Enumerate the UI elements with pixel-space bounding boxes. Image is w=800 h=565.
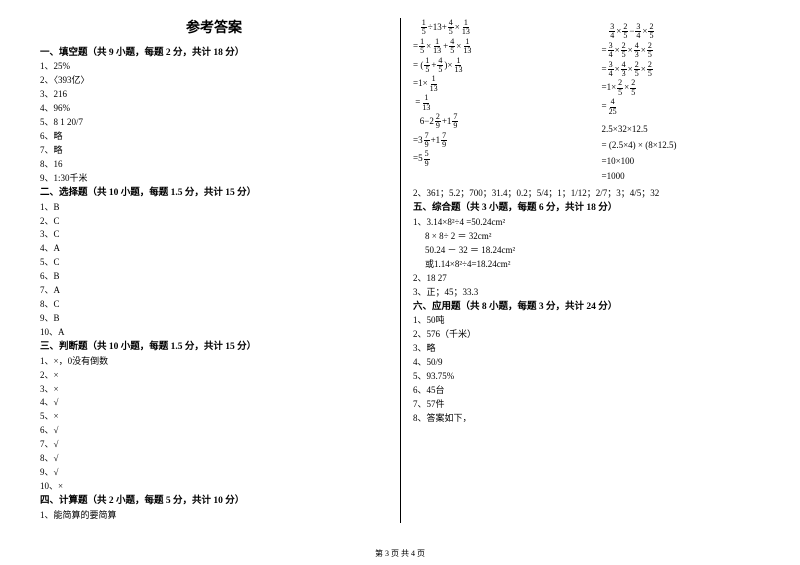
ans-5-1d: 或1.14×8²÷4=18.24cm² [413,258,760,272]
ans-2-4: 4、A [40,242,388,256]
ans-5-1: 1、3.14×8²÷4 =50.24cm² [413,216,760,230]
ans-3-2: 2、× [40,369,388,383]
eq-2d: =1000 [602,169,761,184]
ans-3-1: 1、×，0没有倒数 [40,355,388,369]
page-title: 参考答案 [40,18,388,40]
ans-1-6: 6、略 [40,130,388,144]
math-expr-2: 34×25−34×25 =34×25×43×25 =34×43×25×25 =1… [602,18,761,185]
eq-2b: = (2.5×4) × (8×12.5) [602,138,761,153]
eq-2c: =10×100 [602,154,761,169]
math-row-1: 15÷13+45×113 =15×113+45×113 = (15+45)×11… [413,18,760,185]
ans-4-1: 1、能简算的要简算 [40,509,388,523]
ans-2-8: 8、C [40,298,388,312]
ans-1-9: 9、1:30千米 [40,172,388,186]
page-footer: 第 3 页 共 4 页 [0,548,800,559]
math-expr-1: 15÷13+45×113 =15×113+45×113 = (15+45)×11… [413,18,572,185]
left-column: 参考答案 一、填空题（共 9 小题，每题 2 分，共计 18 分） 1、25% … [40,18,400,523]
ans-2-2: 2、C [40,215,388,229]
ans-1-5: 5、8 1 20/7 [40,116,388,130]
section-6: 六、应用题（共 8 小题，每题 3 分，共计 24 分） [413,300,760,315]
eq-2a: 2.5×32×12.5 [602,122,761,137]
ans-3-10: 10、× [40,480,388,494]
ans-6-6: 6、45台 [413,384,760,398]
ans-1-7: 7、略 [40,144,388,158]
section-2: 二、选择题（共 10 小题，每题 1.5 分，共计 15 分） [40,186,388,201]
ans-6-3: 3、略 [413,342,760,356]
ans-2-1: 1、B [40,201,388,215]
ans-6-4: 4、50/9 [413,356,760,370]
ans-6-1: 1、50吨 [413,314,760,328]
ans-2-3: 3、C [40,228,388,242]
ans-3-3: 3、× [40,383,388,397]
ans-5-1c: 50.24 － 32 ＝ 18.24cm² [413,244,760,258]
right-column: 15÷13+45×113 =15×113+45×113 = (15+45)×11… [400,18,760,523]
ans-3-5: 5、× [40,410,388,424]
ans-1-4: 4、96% [40,102,388,116]
ans-2-6: 6、B [40,270,388,284]
section-5: 五、综合题（共 3 小题，每题 6 分，共计 18 分） [413,201,760,216]
ans-3-9: 9、√ [40,466,388,480]
ans-2-5: 5、C [40,256,388,270]
ans-3-4: 4、√ [40,396,388,410]
ans-6-7: 7、57件 [413,398,760,412]
section-3: 三、判断题（共 10 小题，每题 1.5 分，共计 15 分） [40,340,388,355]
ans-1-8: 8、16 [40,158,388,172]
ans-2-7: 7、A [40,284,388,298]
ans-5-2: 2、18 27 [413,272,760,286]
section-4: 四、计算题（共 2 小题，每题 5 分，共计 10 分） [40,494,388,509]
ans-1-2: 2、〈393亿〉 [40,74,388,88]
ans-6-2: 2、576（千米） [413,328,760,342]
ans-2-9: 9、B [40,312,388,326]
ans-1-3: 3、216 [40,88,388,102]
ans-3-7: 7、√ [40,438,388,452]
ans-6-8: 8、答案如下， [413,412,760,426]
ans-3-8: 8、√ [40,452,388,466]
ans-6-5: 5、93.75% [413,370,760,384]
ans-5-1b: 8 × 8÷ 2 ＝ 32cm² [413,230,760,244]
ans-2-10: 10、A [40,326,388,340]
ans-3-6: 6、√ [40,424,388,438]
section-1: 一、填空题（共 9 小题，每题 2 分，共计 18 分） [40,46,388,61]
ans-calc-2: 2、361；5.2；700；31.4；0.2；5/4；1；1/12；2/7；3；… [413,187,760,201]
ans-1-1: 1、25% [40,60,388,74]
ans-5-3: 3、正；45；33.3 [413,286,760,300]
